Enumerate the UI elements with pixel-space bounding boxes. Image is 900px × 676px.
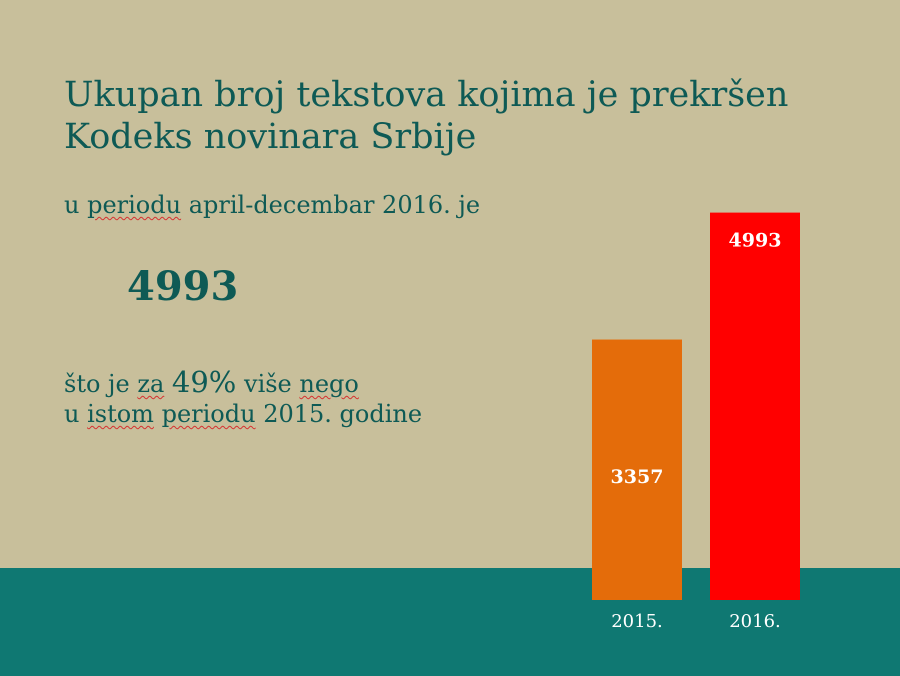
- comparison-fragment-underlined: istom: [87, 400, 154, 428]
- bar-value-label: 4993: [729, 230, 782, 252]
- comparison-fragment: što je: [64, 370, 138, 398]
- category-label: 2015.: [611, 611, 663, 632]
- comparison-fragment-underlined: nego: [299, 370, 359, 398]
- percent-increase: 49%: [171, 365, 237, 399]
- period-text-suffix: april-decembar 2016. je: [181, 191, 481, 219]
- slide-title: Ukupan broj tekstova kojima je prekršen …: [64, 75, 789, 157]
- comparison-text: što je za 49% više nego u istom periodu …: [64, 367, 422, 429]
- category-label: 2016.: [729, 611, 781, 632]
- bar-value-label: 3357: [611, 466, 664, 488]
- comparison-fragment: u: [64, 400, 88, 428]
- comparison-fragment: više: [236, 370, 300, 398]
- bar-0: [592, 339, 682, 600]
- comparison-line-2: u istom periodu 2015. godine: [64, 399, 422, 429]
- comparison-fragment-underlined: za: [137, 370, 165, 398]
- period-text-prefix: u: [64, 191, 88, 219]
- comparison-fragment: 2015. godine: [255, 400, 423, 428]
- bar-1: [710, 212, 800, 601]
- comparison-line-1: što je za 49% više nego: [64, 367, 422, 399]
- total-count: 4993: [127, 263, 239, 310]
- period-text: u periodu april-decembar 2016. je: [64, 190, 480, 220]
- comparison-fragment-underlined: periodu: [161, 400, 256, 428]
- period-text-underlined: periodu: [87, 191, 182, 219]
